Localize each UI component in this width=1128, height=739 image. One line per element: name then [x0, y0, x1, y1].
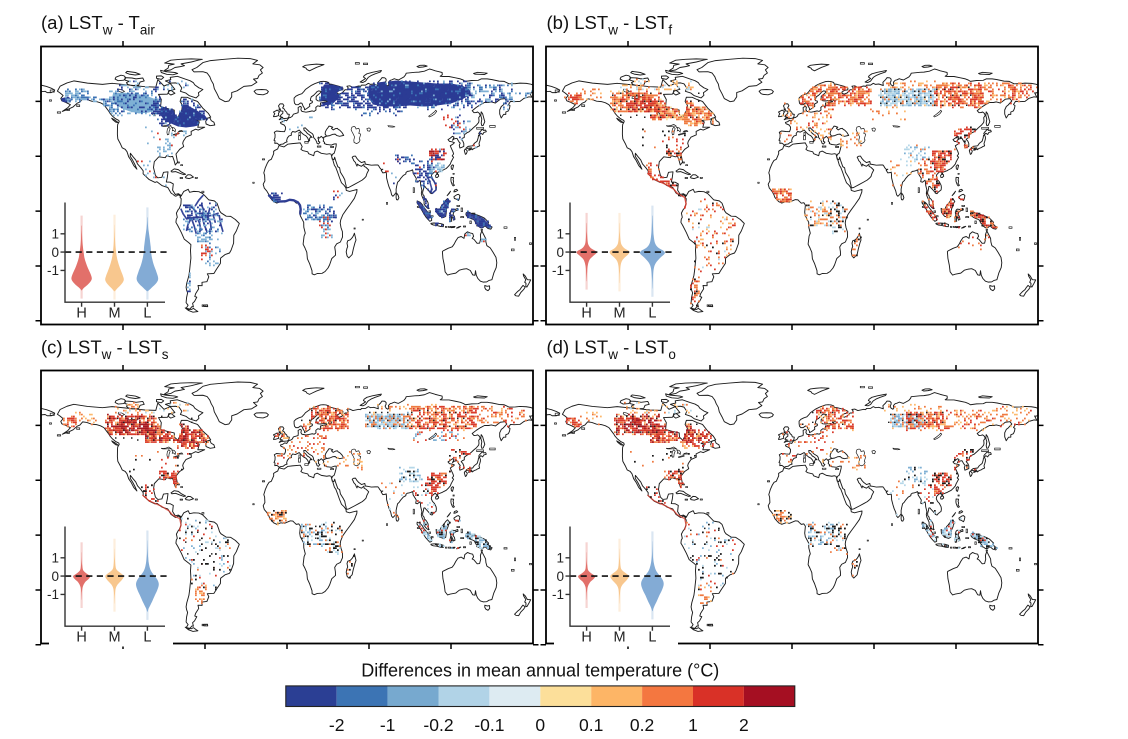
svg-text:(d) LSTw - LSTo: (d) LSTw - LSTo [547, 337, 676, 363]
svg-text:M: M [108, 306, 120, 322]
svg-text:Differences in mean annual tem: Differences in mean annual temperature (… [361, 661, 719, 681]
svg-text:0: 0 [556, 245, 564, 260]
svg-text:1: 1 [688, 715, 698, 735]
svg-text:1: 1 [556, 551, 564, 566]
svg-text:1: 1 [556, 227, 564, 242]
svg-text:M: M [613, 630, 625, 646]
svg-text:0.2: 0.2 [630, 715, 654, 735]
svg-text:(a) LSTw - Tair: (a) LSTw - Tair [41, 12, 155, 38]
svg-text:1: 1 [51, 227, 59, 242]
svg-text:(c) LSTw - LSTs: (c) LSTw - LSTs [41, 337, 169, 363]
svg-text:-1: -1 [47, 263, 59, 278]
svg-text:-1: -1 [47, 587, 59, 602]
svg-text:L: L [648, 630, 656, 646]
svg-text:L: L [143, 306, 151, 322]
svg-text:H: H [76, 630, 86, 646]
svg-text:-1: -1 [552, 263, 564, 278]
svg-text:0.1: 0.1 [579, 715, 603, 735]
svg-text:0: 0 [556, 569, 564, 584]
svg-text:1: 1 [51, 551, 59, 566]
svg-text:L: L [648, 306, 656, 322]
svg-text:0: 0 [535, 715, 545, 735]
svg-text:H: H [581, 630, 591, 646]
svg-text:0: 0 [51, 569, 59, 584]
svg-text:-0.2: -0.2 [423, 715, 453, 735]
svg-text:(b) LSTw - LSTf: (b) LSTw - LSTf [547, 12, 673, 38]
svg-text:H: H [76, 306, 86, 322]
svg-text:M: M [108, 630, 120, 646]
svg-text:L: L [143, 630, 151, 646]
svg-text:M: M [613, 306, 625, 322]
svg-text:H: H [581, 306, 591, 322]
svg-text:-1: -1 [380, 715, 396, 735]
svg-text:-2: -2 [329, 715, 345, 735]
svg-text:0: 0 [51, 245, 59, 260]
svg-text:-0.1: -0.1 [474, 715, 504, 735]
svg-text:-1: -1 [552, 587, 564, 602]
svg-text:2: 2 [739, 715, 749, 735]
